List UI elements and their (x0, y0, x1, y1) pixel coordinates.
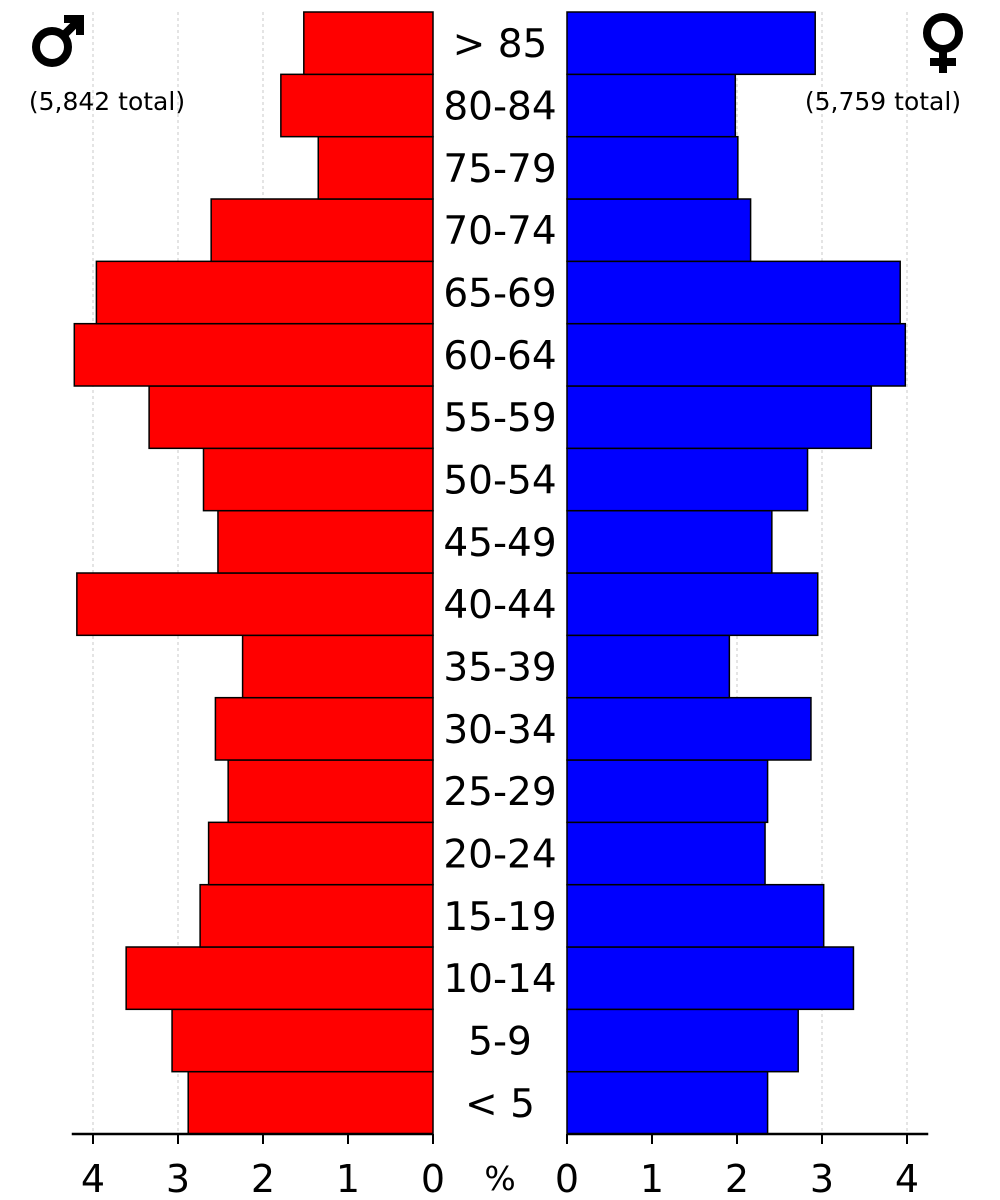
female-bar-6 (566, 696, 812, 761)
male-bar-7 (241, 634, 434, 699)
male-bar-5 (227, 759, 434, 824)
age-group-label: 55-59 (443, 396, 556, 441)
age-group-label: 50-54 (443, 459, 556, 504)
age-group-label: 75-79 (443, 147, 556, 192)
female-bar-1 (566, 1008, 799, 1073)
female-tick-label: 2 (725, 1157, 749, 1200)
male-bar-15 (317, 135, 434, 200)
age-group-label: > 85 (453, 22, 548, 67)
female-bar-5 (566, 759, 769, 824)
age-group-label: 25-29 (443, 770, 556, 815)
male-bar-6 (214, 696, 434, 761)
male-bar-9 (217, 509, 434, 574)
female-bar-13 (566, 260, 901, 325)
female-bar-4 (566, 821, 766, 886)
percent-unit-label: % (484, 1159, 515, 1198)
female-tick-label: 0 (555, 1157, 579, 1200)
male-tick-label: 4 (81, 1157, 105, 1200)
female-bar-10 (566, 447, 809, 512)
female-bar-17 (566, 11, 816, 76)
female-tick-label: 3 (810, 1157, 834, 1200)
male-total-label: (5,842 total) (29, 87, 185, 116)
female-bar-3 (566, 883, 825, 948)
age-group-label: 10-14 (443, 957, 556, 1002)
age-group-label: 40-44 (443, 583, 556, 628)
age-group-label: 65-69 (443, 272, 556, 317)
age-group-label: 15-19 (443, 895, 556, 940)
male-tick-label: 3 (166, 1157, 190, 1200)
male-bar-8 (76, 572, 434, 637)
female-bar-15 (566, 135, 739, 200)
female-tick-label: 1 (640, 1157, 664, 1200)
male-tick-label: 0 (421, 1157, 445, 1200)
female-bar-2 (566, 946, 855, 1011)
male-bar-10 (202, 447, 434, 512)
age-group-label: 30-34 (443, 708, 556, 753)
female-symbol-icon (923, 13, 963, 73)
male-bar-2 (125, 946, 434, 1011)
bars-layer (73, 11, 907, 1135)
male-bar-4 (207, 821, 434, 886)
age-group-label: 35-39 (443, 646, 556, 691)
male-symbol-icon (32, 15, 84, 67)
male-bar-14 (210, 198, 434, 263)
male-bar-11 (148, 385, 434, 450)
male-bar-16 (280, 73, 434, 138)
female-bar-14 (566, 198, 752, 263)
male-bar-12 (73, 322, 434, 387)
male-bar-3 (199, 883, 434, 948)
female-bar-11 (566, 385, 873, 450)
female-bar-7 (566, 634, 731, 699)
female-tick-label: 4 (895, 1157, 919, 1200)
male-bar-17 (303, 11, 434, 76)
female-bar-16 (566, 73, 737, 138)
female-bar-0 (566, 1070, 769, 1135)
age-group-label: 20-24 (443, 833, 556, 878)
male-bar-1 (171, 1008, 434, 1073)
age-labels-layer: < 5 5-9 10-14 15-19 20-24 25-29 30-34 35-39 40-4… (443, 22, 556, 1127)
age-group-label: 60-64 (443, 334, 556, 379)
age-group-label: 70-74 (443, 209, 556, 254)
male-bar-13 (95, 260, 434, 325)
age-group-label: 80-84 (443, 85, 556, 130)
female-bar-8 (566, 572, 819, 637)
age-group-label: 45-49 (443, 521, 556, 566)
female-total-label: (5,759 total) (805, 87, 961, 116)
male-bar-0 (187, 1070, 434, 1135)
male-tick-label: 2 (251, 1157, 275, 1200)
age-group-label: < 5 (465, 1082, 535, 1127)
female-bar-12 (566, 322, 907, 387)
age-group-label: 5-9 (468, 1020, 532, 1065)
male-tick-label: 1 (336, 1157, 360, 1200)
axes-layer: 0 0 1 1 2 2 3 3 4 4 (71, 1132, 929, 1200)
female-bar-9 (566, 509, 773, 574)
